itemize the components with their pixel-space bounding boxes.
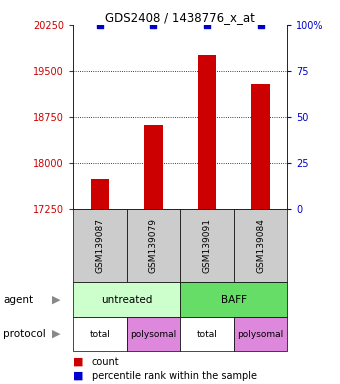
- Text: GSM139087: GSM139087: [96, 218, 104, 273]
- Title: GDS2408 / 1438776_x_at: GDS2408 / 1438776_x_at: [105, 11, 255, 24]
- Text: BAFF: BAFF: [221, 295, 247, 305]
- Text: percentile rank within the sample: percentile rank within the sample: [92, 371, 257, 381]
- Text: total: total: [89, 329, 110, 339]
- Point: [151, 22, 156, 28]
- Text: polysomal: polysomal: [237, 329, 284, 339]
- Point: [204, 22, 210, 28]
- Text: untreated: untreated: [101, 295, 152, 305]
- Text: protocol: protocol: [3, 329, 46, 339]
- Text: count: count: [92, 357, 119, 367]
- Text: ▶: ▶: [52, 329, 61, 339]
- Text: ■: ■: [73, 357, 84, 367]
- Bar: [144, 125, 163, 209]
- Text: ▶: ▶: [52, 295, 61, 305]
- Text: GSM139091: GSM139091: [203, 218, 211, 273]
- Bar: [198, 55, 216, 209]
- Text: GSM139079: GSM139079: [149, 218, 158, 273]
- Text: agent: agent: [3, 295, 34, 305]
- Bar: [251, 84, 270, 209]
- Text: GSM139084: GSM139084: [256, 218, 265, 273]
- Text: ■: ■: [73, 371, 84, 381]
- Point: [258, 22, 263, 28]
- Text: polysomal: polysomal: [130, 329, 176, 339]
- Bar: [90, 179, 109, 209]
- Point: [97, 22, 103, 28]
- Text: total: total: [197, 329, 217, 339]
